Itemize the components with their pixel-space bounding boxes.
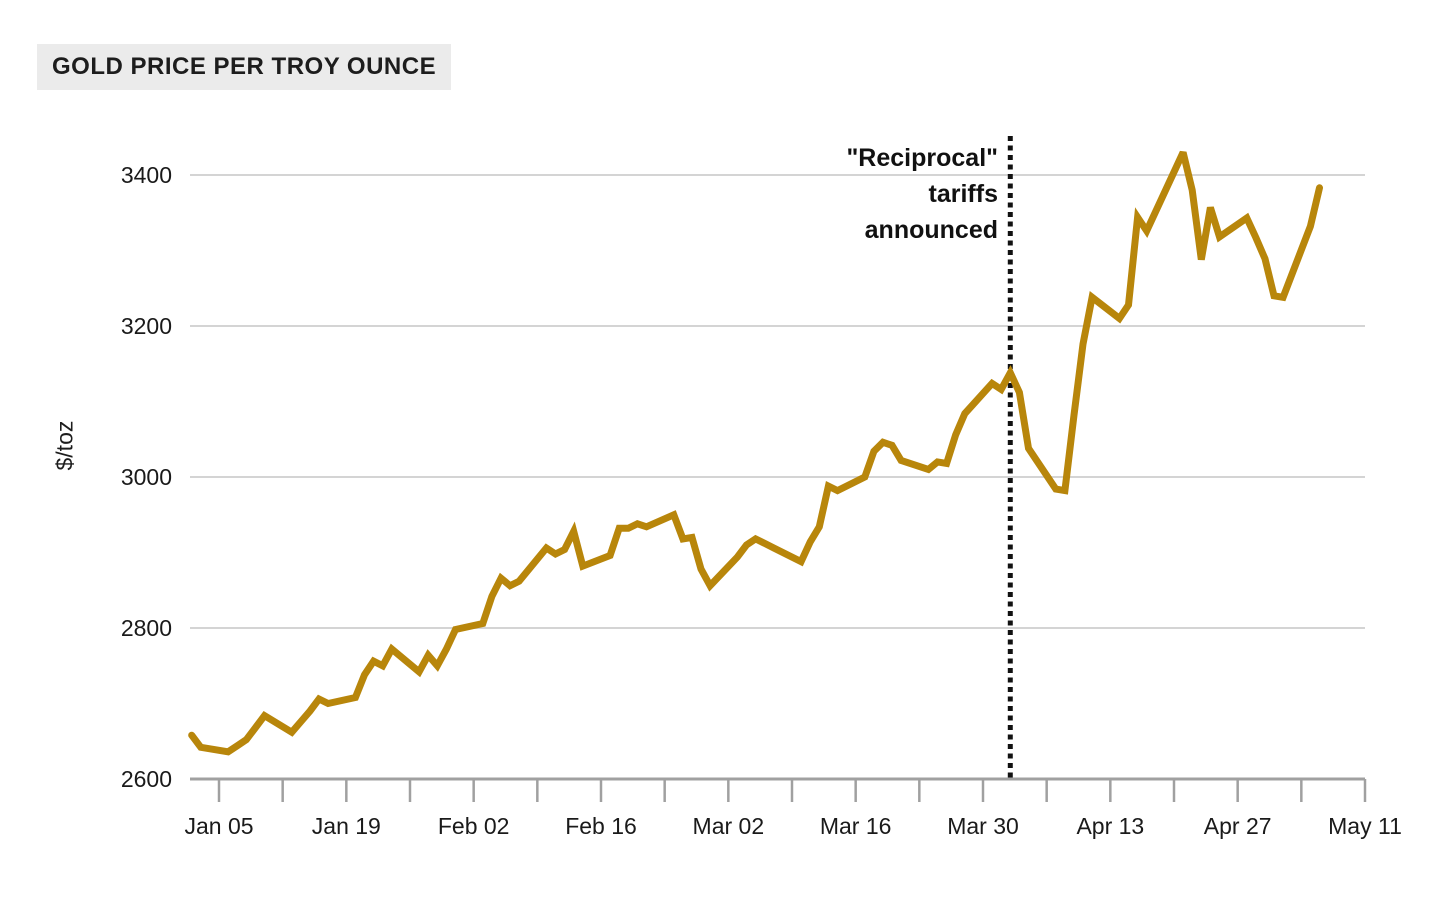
y-axis-tick-label: 3200: [121, 313, 172, 339]
price-line: [188, 150, 1323, 756]
annotation-line-1: "Reciprocal": [846, 144, 998, 172]
x-axis-tick-label: Mar 02: [693, 813, 765, 839]
chart-title: GOLD PRICE PER TROY OUNCE: [37, 44, 452, 90]
x-axis-tick-label: Jan 05: [184, 813, 253, 839]
x-axis-tick-label: Feb 16: [565, 813, 637, 839]
x-axis-tick-label: Apr 13: [1076, 813, 1144, 839]
event-annotation: "Reciprocal" tariffs announced: [700, 140, 998, 248]
x-axis-tick-label: Apr 27: [1204, 813, 1272, 839]
y-axis-tick-label: 3000: [121, 464, 172, 490]
y-axis-tick-label: 2600: [121, 766, 172, 792]
x-axis-tick-label: Mar 30: [947, 813, 1019, 839]
x-axis-tick-label: Feb 02: [438, 813, 510, 839]
annotation-line-3: announced: [864, 216, 998, 244]
y-axis-tick-label: 2800: [121, 615, 172, 641]
x-axis-tick-label: Mar 16: [820, 813, 892, 839]
y-axis-title-text: $/toz: [51, 420, 78, 471]
annotation-line-2: tariffs: [928, 180, 998, 208]
y-axis-tick-label: 3400: [121, 162, 172, 188]
x-axis-tick-label: May 11: [1328, 813, 1402, 839]
x-axis-tick-label: Jan 19: [312, 813, 381, 839]
